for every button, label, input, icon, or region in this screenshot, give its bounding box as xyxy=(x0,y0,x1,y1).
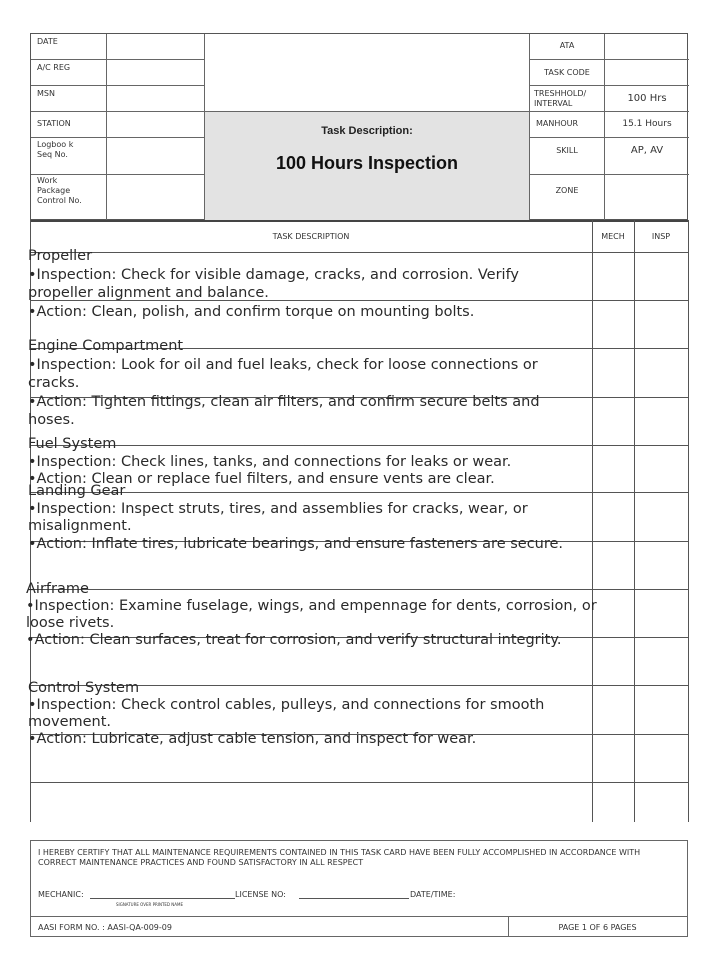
station-value xyxy=(107,112,205,138)
section-title: Landing Gear xyxy=(28,483,126,499)
work-package-label: Work Package Control No. xyxy=(31,175,107,221)
skill-value: AP, AV xyxy=(605,138,689,175)
row-line xyxy=(30,300,688,301)
skill-label: SKILL xyxy=(530,138,605,175)
section-propeller: Propeller •Inspection: Check for visible… xyxy=(28,247,519,321)
task-code-value xyxy=(605,60,689,86)
date-label: DATE xyxy=(31,34,107,60)
section-line: •Inspection: Examine fuselage, wings, an… xyxy=(26,598,597,614)
datetime-label: DATE/TIME: xyxy=(410,890,456,899)
table-top-border xyxy=(30,220,688,222)
section-line: •Action: Clean or replace fuel filters, … xyxy=(28,471,495,487)
section-line: hoses. xyxy=(28,412,75,428)
task-description-column-header: TASK DESCRIPTION xyxy=(272,232,350,241)
row-line xyxy=(30,541,688,542)
date-value xyxy=(107,34,205,60)
task-code-label: TASK CODE xyxy=(530,60,605,86)
page-indicator: PAGE 1 OF 6 PAGES xyxy=(558,923,637,932)
manhour-label: MANHOUR xyxy=(530,112,605,138)
ac-reg-label: A/C REG xyxy=(31,60,107,86)
section-control-system: Control System •Inspection: Check contro… xyxy=(28,680,544,748)
section-line: •Inspection: Check lines, tanks, and con… xyxy=(28,453,512,470)
ac-reg-value xyxy=(107,60,205,86)
work-package-value xyxy=(107,175,205,221)
msn-value xyxy=(107,86,205,112)
section-line: •Action: Clean, polish, and confirm torq… xyxy=(28,303,475,320)
mechanic-signature-line[interactable] xyxy=(90,898,235,899)
footer-divider xyxy=(31,916,687,917)
zone-label: ZONE xyxy=(530,175,605,221)
task-description-box: Task Description: 100 Hours Inspection xyxy=(205,112,530,221)
task-title: 100 Hours Inspection xyxy=(275,153,459,173)
threshold-label: TRESHHOLD/ INTERVAL xyxy=(530,86,605,112)
section-title: Engine Compartment xyxy=(28,338,184,354)
insp-column-header: INSP xyxy=(651,232,671,241)
row-line xyxy=(30,734,688,735)
ata-value xyxy=(605,34,689,60)
form-number: AASI FORM NO. : AASI-QA-009-09 xyxy=(38,923,172,932)
row-line xyxy=(30,782,688,783)
section-line: •Inspection: Inspect struts, tires, and … xyxy=(28,500,528,517)
footer-col-divider xyxy=(508,916,509,936)
ata-label: ATA xyxy=(530,34,605,60)
section-airframe: Airframe •Inspection: Examine fuselage, … xyxy=(26,581,597,649)
row-line xyxy=(30,685,688,686)
section-line: •Inspection: Check control cables, pulle… xyxy=(28,697,545,713)
row-line xyxy=(30,445,688,446)
logbook-seq-value xyxy=(107,138,205,175)
row-line xyxy=(30,492,688,493)
section-line: movement. xyxy=(28,714,112,730)
section-title: Airframe xyxy=(26,581,89,597)
section-line: •Inspection: Look for oil and fuel leaks… xyxy=(28,356,538,373)
section-line: misalignment. xyxy=(28,518,132,534)
manhour-value: 15.1 Hours xyxy=(605,112,689,138)
section-line: cracks. xyxy=(28,375,80,391)
section-line: loose rivets. xyxy=(26,615,115,631)
col-line xyxy=(592,220,593,822)
section-line: •Action: Lubricate, adjust cable tension… xyxy=(28,731,477,747)
section-line: •Inspection: Check for visible damage, c… xyxy=(28,266,520,283)
section-landing-gear: Landing Gear •Inspection: Inspect struts… xyxy=(28,483,563,553)
section-engine-compartment: Engine Compartment •Inspection: Look for… xyxy=(28,337,540,430)
mechanic-label: MECHANIC: xyxy=(38,890,84,899)
certification-footer: I HEREBY CERTIFY THAT ALL MAINTENANCE RE… xyxy=(30,840,688,937)
license-label: LICENSE NO: xyxy=(235,890,286,899)
certification-statement: I HEREBY CERTIFY THAT ALL MAINTENANCE RE… xyxy=(38,848,641,867)
logbook-seq-label: Logboo k Seq No. xyxy=(31,138,107,175)
row-line xyxy=(30,397,688,398)
section-title: Propeller xyxy=(28,248,93,264)
license-line[interactable] xyxy=(299,898,409,899)
station-label: STATION xyxy=(31,112,107,138)
col-line xyxy=(688,220,689,822)
section-title: Control System xyxy=(28,680,140,696)
row-line xyxy=(30,589,688,590)
section-line: •Action: Inflate tires, lubricate bearin… xyxy=(28,535,564,552)
blank-area xyxy=(205,34,530,112)
zone-value xyxy=(605,175,689,221)
section-line: propeller alignment and balance. xyxy=(28,285,269,301)
row-line xyxy=(30,252,688,253)
section-line: •Action: Tighten fittings, clean air fil… xyxy=(28,393,540,410)
mech-column-header: MECH xyxy=(601,232,625,241)
col-line xyxy=(30,220,31,822)
row-line xyxy=(30,637,688,638)
threshold-value: 100 Hrs xyxy=(605,86,689,112)
col-line xyxy=(634,220,635,822)
section-line: •Action: Clean surfaces, treat for corro… xyxy=(26,632,562,648)
signature-hint: SIGNATURE OVER PRINTED NAME xyxy=(116,902,183,907)
row-line xyxy=(30,348,688,349)
section-fuel-system: Fuel System •Inspection: Check lines, ta… xyxy=(28,436,511,489)
msn-label: MSN xyxy=(31,86,107,112)
section-title: Fuel System xyxy=(28,436,117,452)
task-description-label: Task Description: xyxy=(321,125,413,137)
task-card-header: DATE A/C REG MSN STATION Logboo k Seq No… xyxy=(30,33,689,221)
